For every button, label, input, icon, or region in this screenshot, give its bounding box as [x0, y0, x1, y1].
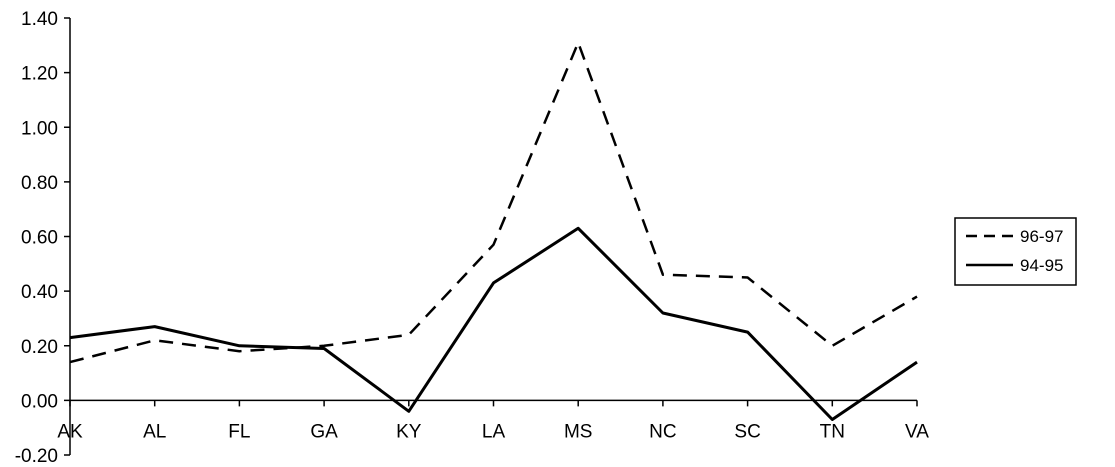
y-tick-label: 0.40 — [21, 282, 58, 303]
legend-label-94-95: 94-95 — [1020, 256, 1063, 275]
x-tick-label-al: AL — [143, 421, 166, 442]
x-tick-label-ky: KY — [396, 421, 422, 442]
y-tick-label: 0.20 — [21, 337, 58, 358]
y-tick-label: 0.80 — [21, 173, 58, 194]
series-line-94-95 — [69, 226, 918, 421]
y-tick-label: -0.20 — [15, 446, 58, 467]
x-tick-label-fl: FL — [228, 421, 250, 442]
y-tick-label: 1.40 — [21, 9, 58, 30]
x-tick-label-ms: MS — [564, 421, 593, 442]
x-tick-label-nc: NC — [649, 421, 676, 442]
x-tick-label-tn: TN — [820, 421, 845, 442]
x-tick-label-sc: SC — [734, 421, 760, 442]
legend-label-96-97: 96-97 — [1020, 227, 1063, 246]
y-axis-ticks: -0.20 0.00 0.20 0.40 0.60 0.80 1.00 1.20 1.40 — [15, 9, 70, 467]
x-tick-label-ga: GA — [310, 421, 338, 442]
x-tick-label-la: LA — [482, 421, 506, 442]
y-tick-label: 1.20 — [21, 64, 58, 85]
legend: 96-97 94-95 — [954, 217, 1077, 286]
legend-box — [954, 217, 1077, 286]
y-tick-label: 0.60 — [21, 228, 58, 249]
series-lines — [69, 41, 918, 421]
y-tick-label: 0.00 — [21, 391, 58, 412]
series-line-96-97 — [69, 41, 918, 364]
x-tick-label-ak: AK — [57, 421, 83, 442]
x-tick-label-va: VA — [905, 421, 929, 442]
y-tick-label: 1.00 — [21, 118, 58, 139]
x-axis-labels: AK AL FL GA KY LA MS NC SC TN VA — [57, 400, 929, 442]
axes — [69, 18, 917, 455]
